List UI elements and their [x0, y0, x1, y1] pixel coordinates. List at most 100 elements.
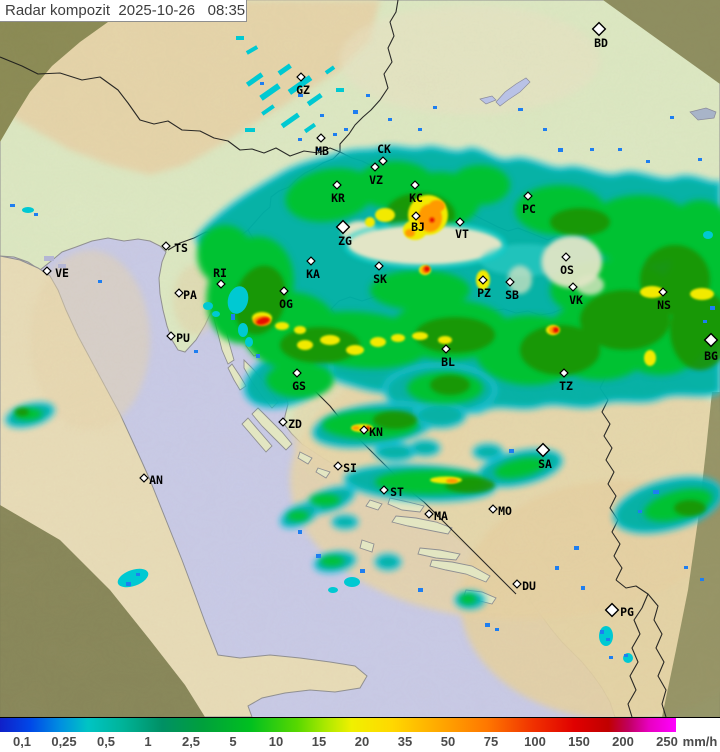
station-marker-SB	[505, 277, 515, 287]
station-label-SA: SA	[538, 457, 552, 471]
station-marker-PA	[174, 288, 184, 298]
station-label-PG: PG	[620, 605, 634, 619]
legend-tick-5: 5	[229, 734, 237, 749]
station-label-CK: CK	[377, 142, 391, 156]
station-label-GZ: GZ	[296, 83, 310, 97]
station-label-MA: MA	[434, 509, 448, 523]
station-marker-PG	[604, 602, 620, 618]
station-label-BJ: BJ	[411, 220, 425, 234]
station-marker-BJ	[411, 211, 421, 221]
station-label-TS: TS	[174, 241, 188, 255]
legend-tick-0,1: 0,1	[12, 734, 32, 749]
precipitation-layer	[5, 36, 720, 663]
legend-tick-2,5: 2,5	[181, 734, 201, 749]
station-label-DU: DU	[522, 579, 536, 593]
station-label-PC: PC	[522, 202, 536, 216]
station-marker-MA	[424, 509, 434, 519]
station-marker-PZ	[478, 275, 488, 285]
station-label-OS: OS	[560, 263, 574, 277]
precip-speckles	[10, 36, 715, 663]
station-marker-BD	[591, 21, 607, 37]
station-marker-SK	[374, 261, 384, 271]
station-marker-KC	[410, 180, 420, 190]
station-label-KC: KC	[409, 191, 423, 205]
station-label-SI: SI	[343, 461, 357, 475]
station-label-TZ: TZ	[559, 379, 573, 393]
station-label-ST: ST	[390, 485, 404, 499]
station-marker-SA	[535, 442, 551, 458]
legend-tick-150: 150	[568, 734, 590, 749]
legend-colorbar	[0, 718, 676, 732]
station-marker-AN	[139, 473, 149, 483]
legend-tick-0,25: 0,25	[51, 734, 77, 749]
station-marker-TZ	[559, 368, 569, 378]
station-marker-VE	[42, 266, 52, 276]
station-marker-VZ	[370, 162, 380, 172]
station-label-VK: VK	[569, 293, 583, 307]
legend: 0,1 0,25 0,5 1 2,5 5 10 15 20 35 50 75 100 150 200 250 m…	[0, 717, 720, 751]
station-label-KN: KN	[369, 425, 383, 439]
station-marker-GZ	[296, 72, 306, 82]
station-marker-CK	[378, 156, 388, 166]
station-label-ZG: ZG	[338, 234, 352, 248]
station-marker-BG	[703, 332, 719, 348]
station-label-VE: VE	[55, 266, 69, 280]
legend-tick-0,5: 0,5	[96, 734, 116, 749]
station-label-SB: SB	[505, 288, 519, 302]
station-marker-ST	[379, 485, 389, 495]
station-label-GS: GS	[292, 379, 306, 393]
legend-tick-250: 250	[656, 734, 678, 749]
station-label-BG: BG	[704, 349, 718, 363]
station-marker-ZD	[278, 417, 288, 427]
station-marker-RI	[216, 279, 226, 289]
station-marker-VK	[568, 282, 578, 292]
stations-layer: GZ MB CK VZ KR KC BJ VT ZG KA SK OG BD PC OS PZ SB VK NS BG…	[42, 21, 719, 619]
legend-tick-1: 1	[144, 734, 152, 749]
station-marker-ZG	[335, 219, 351, 235]
lakes-layer	[44, 77, 717, 268]
legend-tick-200: 200	[612, 734, 634, 749]
station-label-VT: VT	[455, 227, 469, 241]
station-label-OG: OG	[279, 297, 293, 311]
station-label-KA: KA	[306, 267, 320, 281]
title-bar: Radar kompozit 2025-10-26 08:35	[0, 0, 247, 22]
legend-tick-50: 50	[440, 734, 456, 749]
station-label-MO: MO	[498, 504, 512, 518]
radar-map-svg: GZ MB CK VZ KR KC BJ VT ZG KA SK OG BD PC OS PZ SB VK NS BG…	[0, 0, 720, 717]
station-marker-MO	[488, 504, 498, 514]
station-label-MB: MB	[315, 144, 329, 158]
legend-unit: mm/h	[682, 734, 718, 749]
legend-tick-20: 20	[354, 734, 370, 749]
station-label-KR: KR	[331, 191, 345, 205]
station-marker-SI	[333, 461, 343, 471]
station-marker-KA	[306, 256, 316, 266]
title-text: Radar kompozit 2025-10-26 08:35	[5, 2, 246, 19]
station-marker-TS	[161, 241, 171, 251]
station-marker-OG	[279, 286, 289, 296]
station-marker-GS	[292, 368, 302, 378]
station-label-SK: SK	[373, 272, 387, 286]
station-marker-PC	[523, 191, 533, 201]
legend-tick-75: 75	[483, 734, 499, 749]
legend-tick-100: 100	[524, 734, 546, 749]
legend-tick-10: 10	[268, 734, 284, 749]
station-label-ZD: ZD	[288, 417, 302, 431]
station-label-BD: BD	[594, 36, 608, 50]
station-label-PZ: PZ	[477, 286, 491, 300]
legend-tick-35: 35	[397, 734, 413, 749]
radar-map: GZ MB CK VZ KR KC BJ VT ZG KA SK OG BD PC OS PZ SB VK NS BG…	[0, 0, 720, 717]
station-marker-PU	[166, 331, 176, 341]
station-label-PU: PU	[176, 331, 190, 345]
station-label-BL: BL	[441, 355, 455, 369]
station-marker-BL	[441, 344, 451, 354]
legend-tick-15: 15	[311, 734, 327, 749]
station-label-PA: PA	[183, 288, 197, 302]
station-marker-VT	[455, 217, 465, 227]
station-label-AN: AN	[149, 473, 163, 487]
station-label-NS: NS	[657, 298, 671, 312]
station-label-RI: RI	[213, 266, 227, 280]
station-label-VZ: VZ	[369, 173, 383, 187]
legend-labels: 0,1 0,25 0,5 1 2,5 5 10 15 20 35 50 75 100 150 200 250 m…	[0, 732, 720, 752]
station-marker-DU	[512, 579, 522, 589]
